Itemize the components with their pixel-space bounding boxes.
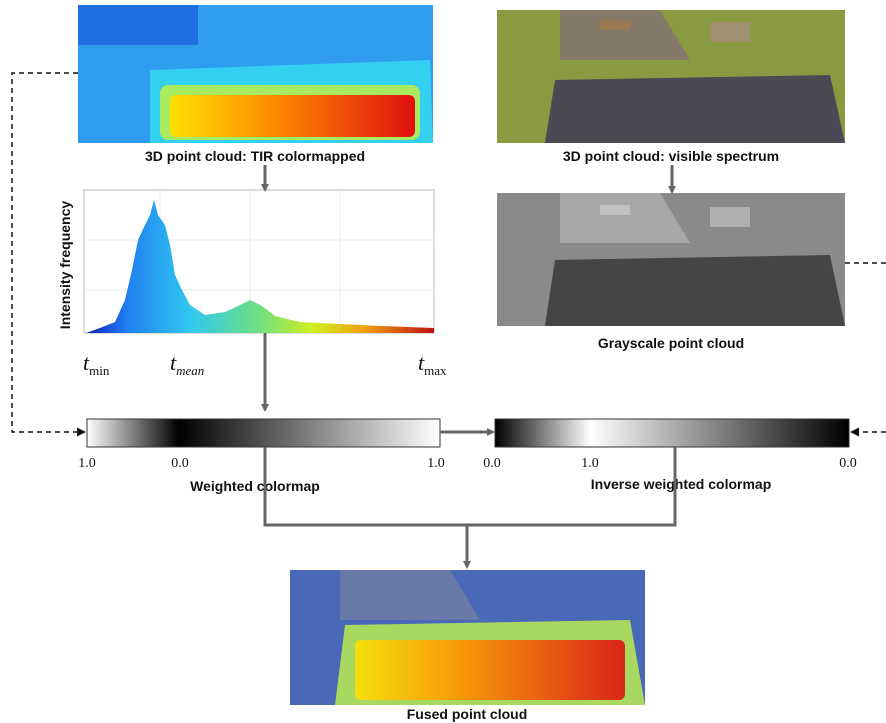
caption: Weighted colormap [190, 478, 320, 494]
fused-image [290, 570, 645, 705]
caption: Inverse weighted colormap [591, 476, 772, 492]
caption: 3D point cloud: TIR colormapped [145, 148, 365, 164]
colormap-label: 1.0 [581, 456, 599, 471]
caption: Fused point cloud [407, 706, 528, 722]
tir-image [78, 5, 433, 143]
y-axis-label: Intensity frequency [57, 201, 73, 330]
colormap-label: 0.0 [171, 456, 189, 471]
tick-label: tmin [83, 350, 110, 378]
diagram: Intensity frequency tmin tmean tmax 1.0 … [0, 0, 886, 723]
colormap-label: 1.0 [78, 456, 96, 471]
caption: Grayscale point cloud [598, 335, 744, 351]
weighted-colormap [87, 419, 440, 447]
colormap-label: 0.0 [839, 456, 857, 471]
caption: 3D point cloud: visible spectrum [563, 148, 779, 164]
tick-sub: min [89, 363, 110, 378]
histogram [84, 190, 434, 333]
inverse-colormap [495, 419, 849, 447]
grayscale-image [497, 193, 845, 326]
tick-label: tmean [170, 350, 204, 378]
tick-sub: max [424, 363, 447, 378]
colormap-label: 0.0 [483, 456, 501, 471]
tick-sub: mean [176, 363, 204, 378]
visible-image [497, 10, 845, 143]
colormap-label: 1.0 [427, 456, 445, 471]
tick-label: tmax [418, 350, 447, 378]
